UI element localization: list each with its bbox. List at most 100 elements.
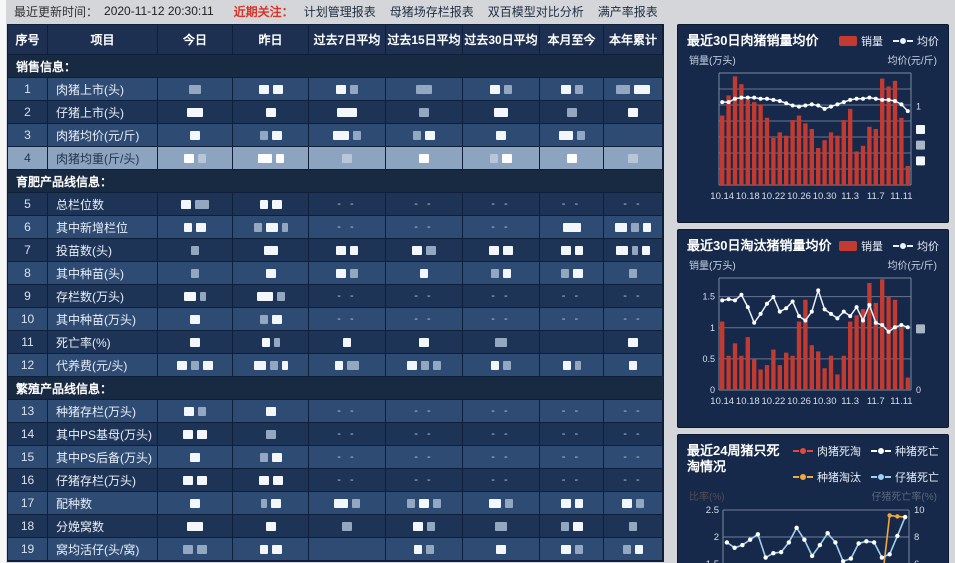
masked-value-block: [616, 245, 628, 255]
metric-name: 代养费(元/头): [48, 354, 158, 377]
table-row[interactable]: 7 投苗数(头): [8, 239, 663, 262]
row-number: 16: [8, 469, 48, 492]
nav-link-3[interactable]: 满产率报表: [597, 4, 658, 19]
table-row[interactable]: 5 总栏位数 - - - - - - - - - -: [8, 193, 663, 216]
metric-value-cell: - -: [386, 400, 463, 423]
chart-plot-area[interactable]: 1 10.14 10.18 10.22 10.26 10.30 11.3 11.7 11.11: [687, 67, 939, 218]
masked-value-block: [258, 84, 269, 94]
masked-value-dash: - -: [414, 405, 434, 417]
metric-value-cell: [540, 78, 604, 101]
metric-value-cell: [463, 147, 540, 170]
metric-value-cell: [386, 239, 463, 262]
metric-value-cell: [233, 216, 309, 239]
table-row[interactable]: 15 其中PS后备(万头) - - - - - - - - - -: [8, 446, 663, 469]
masked-value-dash: - -: [491, 313, 511, 325]
masked-value-block: [572, 521, 583, 531]
column-header: 序号: [8, 25, 48, 55]
table-row[interactable]: 14 其中PS基母(万头) - - - - - - - - - -: [8, 423, 663, 446]
nav-link-1[interactable]: 母猪场存栏报表: [389, 4, 474, 19]
metric-value-cell: [386, 147, 463, 170]
masked-value-block: [270, 498, 281, 508]
masked-value-block: [491, 268, 499, 278]
table-row[interactable]: 9 存栏数(万头) - - - - - - - - - -: [8, 285, 663, 308]
row-number: 11: [8, 331, 48, 354]
svg-text:8: 8: [914, 532, 919, 543]
svg-text:6: 6: [914, 559, 919, 563]
table-row[interactable]: 6 其中新增栏位 - - - - - -: [8, 216, 663, 239]
masked-value-block: [190, 452, 200, 462]
masked-value-block: [416, 84, 432, 94]
masked-value-dash: - -: [491, 221, 511, 233]
masked-value-block: [258, 475, 269, 485]
chart-plot-area[interactable]: 1.5 1 0.5 0 0 10.14 10.18 10.22 10.26 10.30 11.3 11…: [687, 272, 939, 423]
svg-text:2.5: 2.5: [706, 505, 719, 516]
legend-item-2[interactable]: 种猪淘汰: [793, 469, 861, 485]
masked-value-block: [197, 544, 207, 554]
masked-value-block: [183, 429, 193, 439]
column-header: 项目: [48, 25, 158, 55]
metric-value-cell: [463, 492, 540, 515]
metric-value-cell: - -: [540, 400, 604, 423]
table-row[interactable]: 12 代养费(元/头): [8, 354, 663, 377]
table-row[interactable]: 8 其中种苗(头): [8, 262, 663, 285]
masked-value-dash: - -: [561, 405, 582, 417]
metric-value-cell: [158, 446, 233, 469]
masked-value-dash: - -: [337, 474, 357, 486]
table-row[interactable]: 10 其中种苗(万头) - - - - - - - - - -: [8, 308, 663, 331]
masked-value-block: [259, 314, 268, 324]
legend-item-0[interactable]: 肉猪死淘: [793, 443, 861, 459]
legend-label: 仔猪死亡: [895, 472, 939, 484]
metric-name: 仔猪上市(头): [48, 101, 158, 124]
chart-title: 最近24周猪只死淘情况: [687, 443, 780, 474]
masked-value-block: [200, 291, 206, 301]
metric-value-cell: - -: [309, 469, 386, 492]
svg-text:0: 0: [710, 385, 715, 395]
y-right-axis-title: 仔猪死亡率(%): [871, 492, 937, 503]
table-row[interactable]: 4 肉猪均重(斤/头): [8, 147, 663, 170]
table-row[interactable]: 18 分娩窝数: [8, 515, 663, 538]
report-nav-links: 计划管理报表 母猪场存栏报表 双百模型对比分析 满产率报表: [304, 3, 672, 20]
masked-value-block: [265, 222, 278, 232]
legend-label: 种猪淘汰: [817, 472, 861, 484]
table-row[interactable]: 16 仔猪存栏(万头) - - - - - - - - - -: [8, 469, 663, 492]
masked-value-block: [336, 84, 346, 94]
metric-value-cell: [158, 216, 233, 239]
metric-value-cell: [233, 331, 309, 354]
legend-item-1[interactable]: 均价: [893, 33, 939, 49]
masked-value-block: [184, 153, 194, 163]
masked-value-dash: - -: [623, 451, 643, 463]
masked-value-block: [496, 130, 506, 140]
metric-value-cell: [604, 147, 663, 170]
masked-value-dash: - -: [491, 405, 511, 417]
masked-value-dash: - -: [561, 198, 582, 210]
masked-value-block: [566, 153, 577, 163]
table-row[interactable]: 11 死亡率(%): [8, 331, 663, 354]
table-row[interactable]: 13 种猪存栏(万头) - - - - - - - - - -: [8, 400, 663, 423]
svg-text:10.30: 10.30: [813, 191, 837, 202]
legend-item-1[interactable]: 种猪死亡: [871, 443, 939, 459]
table-row[interactable]: 17 配种数: [8, 492, 663, 515]
nav-link-2[interactable]: 双百模型对比分析: [487, 4, 584, 19]
masked-value-block: [560, 268, 569, 278]
masked-value-block: [420, 268, 428, 278]
metric-value-cell: - -: [309, 193, 386, 216]
metric-value-cell: [309, 124, 386, 147]
masked-value-block: [342, 521, 352, 531]
metric-value-cell: [309, 239, 386, 262]
metric-name: 其中新增栏位: [48, 216, 158, 239]
nav-link-0[interactable]: 计划管理报表: [303, 4, 376, 19]
svg-text:10.18: 10.18: [736, 396, 760, 407]
table-row[interactable]: 3 肉猪均价(元/斤): [8, 124, 663, 147]
legend-item-1[interactable]: 均价: [893, 238, 939, 254]
table-row[interactable]: 2 仔猪上市(头): [8, 101, 663, 124]
metric-value-cell: [604, 538, 663, 561]
masked-value-dash: - -: [623, 405, 643, 417]
legend-item-3[interactable]: 仔猪死亡: [871, 469, 939, 485]
table-row[interactable]: 19 窝均活仔(头/窝): [8, 538, 663, 561]
svg-text:11.3: 11.3: [841, 396, 859, 407]
legend-item-0[interactable]: 销量: [839, 238, 883, 254]
table-row[interactable]: 1 肉猪上市(头): [8, 78, 663, 101]
chart-plot-area[interactable]: 2.510281.56140.5200: [687, 503, 939, 563]
legend-item-0[interactable]: 销量: [839, 33, 883, 49]
metric-value-cell: [540, 101, 604, 124]
